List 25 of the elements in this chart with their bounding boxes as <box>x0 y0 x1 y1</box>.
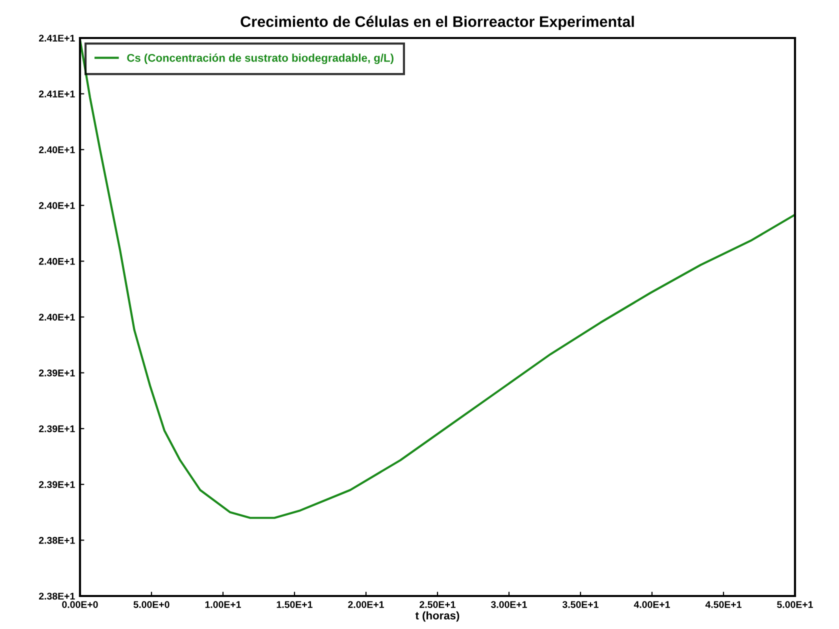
x-tick-label: 4.50E+1 <box>705 601 742 608</box>
y-tick-label: 2.39E+1 <box>38 425 75 432</box>
y-tick-label: 2.40E+1 <box>38 258 75 265</box>
y-tick-label: 2.39E+1 <box>38 370 75 376</box>
x-tick-label: 5.00E+0 <box>134 601 170 608</box>
chart-title: Crecimiento de Células en el Biorreactor Experimental <box>240 16 634 30</box>
legend-label: Cs (Concentración de sustrato biodegradable, g/L) <box>127 54 394 64</box>
y-tick-label: 2.38E+1 <box>38 592 75 600</box>
y-tick-label: 2.38E+1 <box>38 536 75 544</box>
y-tick-label: 2.40E+1 <box>38 314 75 321</box>
x-tick-label: 4.00E+1 <box>634 601 670 608</box>
x-tick-label: 3.00E+1 <box>490 601 527 608</box>
y-tick-label: 2.40E+1 <box>38 146 75 154</box>
x-axis-title: t (horas) <box>415 611 460 622</box>
y-tick-label: 2.40E+1 <box>38 202 75 210</box>
x-tick-label: 0.00E+0 <box>62 601 98 608</box>
x-tick-label: 3.50E+1 <box>562 601 598 608</box>
x-tick-label: 1.00E+1 <box>205 601 241 608</box>
x-tick-label: 1.50E+1 <box>276 601 312 608</box>
y-tick-label: 2.41E+1 <box>38 90 75 98</box>
y-tick-label: 2.41E+1 <box>38 34 75 42</box>
x-tick-label: 5.00E+1 <box>777 601 813 608</box>
x-tick-label: 2.00E+1 <box>348 601 384 608</box>
x-tick-label: 2.50E+1 <box>420 601 456 608</box>
y-tick-label: 2.39E+1 <box>38 481 75 488</box>
